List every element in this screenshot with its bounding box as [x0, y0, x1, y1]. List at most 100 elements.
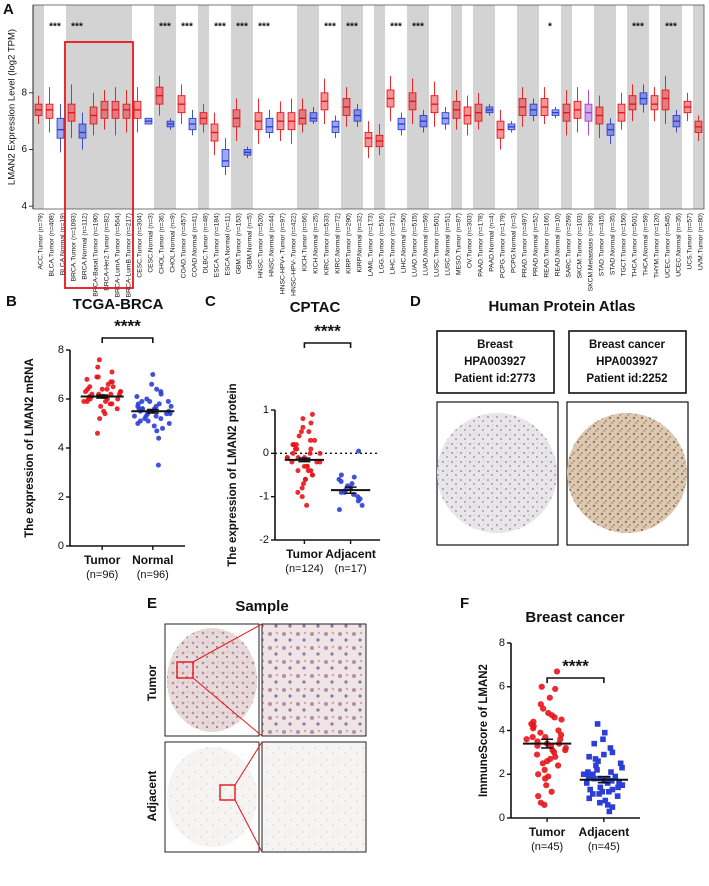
point	[587, 786, 593, 793]
point	[562, 744, 569, 752]
x-tick-label: COAD.Tumor (n=457)	[180, 213, 187, 278]
tissue: Breast	[477, 339, 513, 351]
x-tick-note: (n=45)	[531, 841, 563, 853]
x-tick-label: BLCA.Normal (n=19)	[59, 213, 66, 275]
point	[605, 775, 611, 782]
x-tick-label: SKCM.Tumor (n=103)	[576, 213, 583, 278]
significance-bracket	[546, 677, 605, 683]
point	[548, 788, 555, 795]
point	[585, 773, 592, 780]
point	[356, 448, 362, 454]
point	[296, 433, 302, 439]
error-bar	[344, 486, 357, 494]
x-tick-label: Normal	[132, 553, 173, 567]
x-tick-label: CHOL.Normal (n=9)	[169, 213, 176, 273]
point	[552, 685, 559, 693]
point	[554, 762, 562, 769]
point	[609, 749, 616, 756]
x-tick-label: LUSC.Tumor (n=501)	[433, 213, 440, 277]
group-shade	[561, 5, 572, 209]
y-tick-label: 6	[21, 144, 27, 155]
x-tick-label: Tumor	[529, 825, 566, 839]
point	[95, 374, 101, 380]
point	[586, 753, 592, 760]
point	[96, 357, 102, 363]
panel-letter: D	[410, 293, 421, 310]
point	[84, 376, 90, 382]
group-shade	[473, 5, 495, 209]
significance: *	[548, 22, 552, 33]
point	[528, 720, 535, 728]
y-tick-label: 4	[21, 201, 27, 212]
point	[94, 430, 100, 436]
error-bar	[298, 457, 311, 463]
point	[592, 756, 599, 762]
point	[541, 766, 548, 773]
point	[139, 406, 145, 412]
y-tick-label: 8	[58, 344, 64, 356]
point	[543, 782, 550, 789]
point	[154, 428, 160, 434]
x-tick-label: BRCA-LumB.Tumor (n=217)	[125, 213, 132, 297]
significance: ***	[258, 22, 270, 33]
x-tick-label: GBM.Normal (n=5)	[246, 213, 253, 269]
point	[537, 701, 544, 708]
x-tick-label: UVM.Tumor (n=80)	[697, 213, 704, 270]
point	[300, 416, 306, 422]
x-tick-label: KIRP.Tumor (n=290)	[345, 213, 352, 274]
x-tick-label: Adjacent	[579, 825, 630, 839]
point	[137, 418, 143, 424]
panel-title: Human Protein Atlas	[489, 298, 636, 315]
significance: ***	[71, 22, 83, 33]
point	[155, 462, 161, 468]
x-tick-note: (n=96)	[137, 569, 169, 581]
panel-letter: C	[205, 293, 216, 310]
x-tick-label: KIRC.Normal (n=72)	[334, 213, 341, 274]
tissue-image	[167, 747, 257, 847]
x-tick-label: PAAD.Normal (n=4)	[488, 213, 495, 272]
point	[135, 403, 141, 409]
point	[110, 384, 116, 390]
group-shade	[627, 5, 649, 209]
antibody: HPA003927	[464, 356, 526, 368]
point	[542, 775, 549, 782]
point	[619, 782, 626, 788]
panel-d: D Human Protein Atlas Breast HPA003927 P…	[410, 293, 689, 546]
x-tick-label: Tumor	[84, 553, 121, 567]
point	[307, 437, 313, 443]
point	[83, 389, 89, 395]
point	[304, 463, 310, 469]
x-tick-label: HNSC.Normal (n=44)	[268, 213, 275, 277]
y-tick-label: 0	[263, 447, 269, 459]
point	[312, 437, 318, 443]
y-tick-label: 4	[58, 442, 64, 454]
x-tick-label: CHOL.Tumor (n=36)	[158, 213, 165, 274]
x-tick-label: STAD.Normal (n=35)	[609, 213, 616, 275]
point	[299, 485, 305, 491]
significance: ***	[390, 22, 402, 33]
x-tick-label: BRCA.Normal (n=112)	[81, 213, 88, 280]
point	[529, 733, 536, 741]
y-axis-label: The expression of LMAN2 mRNA	[24, 358, 36, 538]
point	[308, 420, 314, 426]
x-tick-label: HNSC.Tumor (n=520)	[257, 213, 264, 278]
point	[597, 775, 603, 782]
point	[523, 736, 530, 743]
point	[590, 771, 596, 778]
box	[364, 132, 373, 148]
point	[308, 446, 314, 452]
significance: ***	[181, 22, 193, 33]
patient: Patient id:2773	[454, 373, 535, 385]
point	[81, 398, 87, 404]
box	[628, 95, 637, 111]
point	[601, 729, 608, 736]
y-tick-label: 0	[499, 812, 505, 824]
x-tick-label: HNSC-HPV+.Tumor (n=97)	[279, 213, 286, 294]
point	[336, 507, 342, 513]
x-tick-label: STAD.Tumor (n=415)	[598, 213, 605, 276]
group-shade	[297, 5, 319, 209]
x-tick-label: SARC.Tumor (n=259)	[565, 213, 572, 278]
point	[104, 386, 110, 392]
